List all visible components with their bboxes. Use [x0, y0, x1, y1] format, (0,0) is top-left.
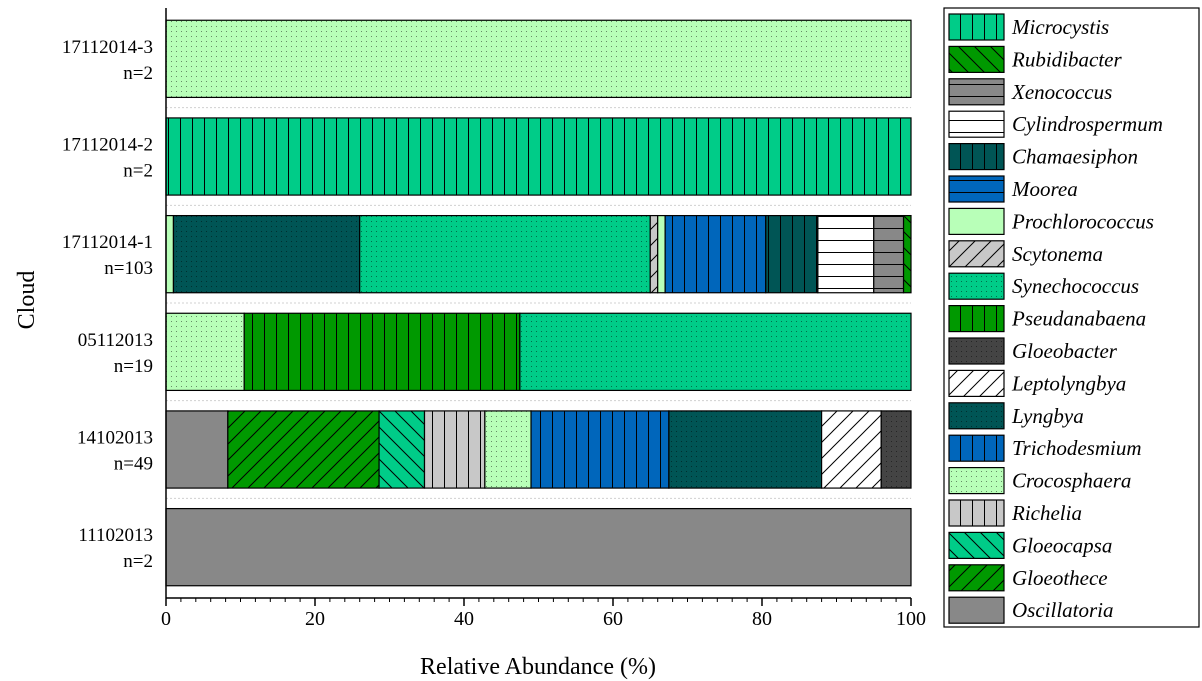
y-category-label: n=103 — [104, 258, 153, 279]
legend-label: Crocosphaera — [1012, 469, 1131, 493]
x-tick-label: 60 — [603, 608, 623, 630]
y-category-label: n=2 — [123, 551, 153, 572]
bar-segment-rubidibacter — [902, 214, 912, 294]
y-category-label: 05112013 — [78, 330, 153, 351]
legend-label: Rubidibacter — [1011, 47, 1122, 71]
y-category-label: 17112014-2 — [62, 135, 153, 156]
legend-label: Gloeothece — [1012, 566, 1108, 590]
legend-swatch-gloeothece — [948, 564, 1005, 592]
bar-segment-crocosphaera — [484, 410, 532, 489]
legend-swatch-synechococcus — [948, 272, 1005, 300]
legend-swatch-leptolyngbya — [948, 369, 1005, 397]
legend-swatch-moorea — [948, 175, 1005, 203]
legend-swatch-xenococcus — [948, 78, 1005, 106]
legend-label: Cylindrospermum — [1012, 112, 1163, 136]
y-category-label: n=2 — [123, 63, 153, 84]
bar-segment-richelia — [423, 410, 486, 489]
legend-label: Trichodesmium — [1012, 436, 1142, 460]
bar-segment-crocosphaera — [165, 19, 912, 99]
legend: Microcystis Rubidibacter Xenococcus Cylindr… — [943, 7, 1200, 628]
legend-label: Oscillatoria — [1012, 598, 1114, 622]
legend-swatch-gloeocapsa — [948, 531, 1005, 560]
bar-segment-pseudanabaena — [243, 312, 521, 392]
legend-label: Gloeocapsa — [1012, 533, 1112, 557]
y-category-label: n=19 — [114, 356, 153, 377]
legend-label: Xenococcus — [1011, 80, 1112, 104]
bar-segment-oscillatoria — [165, 507, 912, 587]
bar-segment-prochlorococcus — [165, 214, 175, 294]
legend-label: Synechococcus — [1012, 274, 1139, 298]
y-category-label: 14102013 — [77, 428, 153, 449]
x-tick-label: 0 — [161, 608, 171, 630]
bar-segment-crocosphaera — [165, 312, 245, 392]
legend-swatch-chamaesiphon — [948, 143, 1005, 171]
bar-segment-gloeobacter — [880, 410, 912, 489]
bar-segment-leptolyngbya — [820, 410, 882, 489]
legend-swatch-rubidibacter — [948, 45, 1005, 74]
bar-segment-cylindrospermum — [817, 214, 875, 294]
x-tick-label: 20 — [305, 608, 325, 630]
y-category-label: 17112014-3 — [62, 37, 153, 58]
legend-label: Lyngbya — [1011, 404, 1084, 428]
bar-segment-lyngbya — [172, 214, 361, 294]
legend-swatch-lyngbya — [948, 402, 1005, 430]
legend-swatch-pseudanabaena — [948, 305, 1005, 333]
bar-segment-lyngbya — [668, 410, 823, 489]
x-tick-label: 100 — [896, 608, 926, 630]
legend-label: Scytonema — [1012, 242, 1103, 266]
x-tick-label: 80 — [752, 608, 772, 630]
legend-swatch-gloeobacter — [948, 337, 1005, 365]
legend-label: Leptolyngbya — [1011, 371, 1126, 395]
x-tick-label: 40 — [454, 608, 474, 630]
legend-swatch-crocosphaera — [948, 467, 1005, 495]
legend-swatch-scytonema — [948, 240, 1005, 268]
legend-swatch-microcystis — [948, 13, 1005, 41]
legend-label: Chamaesiphon — [1012, 145, 1138, 169]
bar-segment-synechococcus — [359, 214, 651, 294]
legend-swatch-oscillatoria — [948, 596, 1005, 624]
legend-label: Richelia — [1011, 501, 1082, 525]
legend-label: Microcystis — [1011, 15, 1109, 39]
y-axis-label: Cloud — [14, 271, 40, 330]
bar-segment-scytonema — [649, 214, 659, 294]
y-category-label: n=2 — [123, 161, 153, 182]
legend-swatch-cylindrospermum — [948, 110, 1005, 138]
legend-swatch-richelia — [948, 499, 1005, 527]
legend-label: Pseudanabaena — [1011, 307, 1146, 331]
y-category-label: 11102013 — [78, 525, 153, 546]
legend-label: Moorea — [1011, 177, 1078, 201]
y-category-labels: 17112014-3 n=2 17112014-2 n=2 17112014-1 n=10… — [62, 37, 153, 572]
legend-swatch-trichodesmium — [948, 434, 1005, 462]
bar-segment-oscillatoria — [165, 410, 229, 489]
bar-segment-xenococcus — [873, 214, 905, 294]
gridlines — [166, 107, 911, 499]
bar-segment-gloeothece — [227, 410, 380, 489]
bar-segment-prochlorococcus — [657, 214, 666, 294]
y-category-label: n=49 — [114, 454, 153, 475]
y-category-label: 17112014-1 — [62, 232, 153, 253]
bar-segment-synechococcus — [519, 312, 912, 392]
x-ticks: 0 20 40 60 80 100 — [161, 598, 926, 630]
x-axis-label: Relative Abundance (%) — [420, 654, 656, 680]
legend-label: Prochlorococcus — [1011, 209, 1154, 233]
legend-swatch-prochlorococcus — [948, 207, 1005, 235]
legend-label: Gloeobacter — [1012, 339, 1118, 363]
bar-segment-microcystis — [165, 117, 912, 196]
bar-segment-chamaesiphon — [765, 214, 819, 294]
bar-segment-trichodesmium — [530, 410, 670, 489]
bar-segment-trichodesmium — [664, 214, 767, 294]
bar-segment-gloeocapsa — [378, 410, 426, 489]
